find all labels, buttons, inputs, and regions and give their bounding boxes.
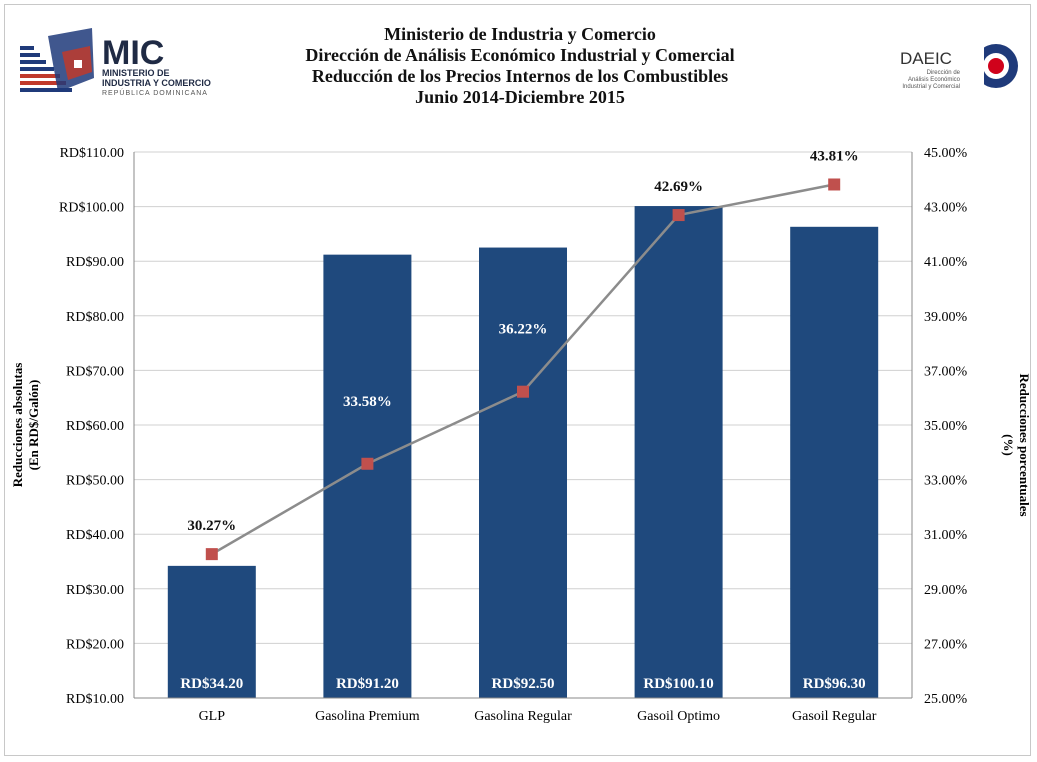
bar-value-label: RD$100.10 [643, 676, 713, 692]
mic-line2: INDUSTRIA Y COMERCIO [102, 78, 211, 88]
right-axis-ticks: 25.00% 27.00% 29.00% 31.00% 33.00% 35.00% 37.0… [924, 146, 968, 707]
left-tick-label: RD$30.00 [66, 583, 124, 598]
title-line-1: Ministerio de Industria y Comercio [384, 24, 656, 44]
mic-logo: MIC MINISTERIO DE INDUSTRIA Y COMERCIO R… [20, 28, 211, 97]
category-label: Gasoil Optimo [637, 709, 720, 724]
right-axis-label-line2: (%) [1001, 434, 1016, 456]
title-line-3: Reducción de los Precios Internos de los… [311, 66, 729, 86]
category-labels: GLP Gasolina Premium Gasolina Regular Gasoi… [199, 709, 877, 724]
percent-value-label: 43.81% [810, 148, 859, 164]
bar-value-label: RD$96.30 [803, 676, 866, 692]
left-tick-label: RD$60.00 [66, 419, 124, 434]
right-tick-label: 33.00% [924, 474, 968, 489]
percent-value-label: 42.69% [654, 179, 703, 195]
data-labels: RD$34.20 RD$91.20 RD$92.50 RD$100.10 RD$96.3… [180, 148, 865, 692]
mic-emblem-icon [20, 28, 94, 92]
category-label: GLP [199, 709, 226, 724]
mic-line3: REPÚBLICA DOMINICANA [102, 88, 208, 97]
daeic-line2: Análisis Económico [908, 77, 961, 83]
percent-marker [517, 385, 529, 398]
right-tick-label: 31.00% [924, 528, 968, 543]
percent-marker [828, 178, 841, 191]
right-tick-label: 25.00% [924, 692, 968, 707]
left-tick-label: RD$70.00 [66, 364, 124, 379]
gear-icon [970, 44, 1018, 88]
category-label: Gasolina Premium [315, 709, 420, 724]
bar [634, 206, 723, 698]
right-tick-label: 35.00% [924, 419, 968, 434]
bar [167, 565, 256, 698]
daeic-abbr: DAEIC [900, 49, 952, 68]
bar-value-label: RD$91.20 [336, 676, 399, 692]
chart-title-block: Ministerio de Industria y Comercio Direc… [200, 24, 840, 108]
mic-abbr: MIC [102, 34, 164, 72]
right-tick-label: 27.00% [924, 637, 968, 652]
left-axis-label-line2: (En RD$/Galón) [26, 380, 41, 471]
daeic-line1: Dirección de [927, 70, 961, 76]
percent-value-label: 33.58% [343, 394, 392, 410]
category-label: Gasolina Regular [474, 709, 572, 724]
percent-value-label: 30.27% [187, 518, 236, 534]
right-tick-label: 45.00% [924, 146, 968, 161]
bar-value-label: RD$34.20 [180, 676, 243, 692]
left-tick-label: RD$80.00 [66, 310, 124, 325]
daeic-logo: DAEIC Dirección de Análisis Económico In… [900, 44, 1018, 90]
chart-frame [4, 4, 1031, 756]
right-tick-label: 39.00% [924, 310, 968, 325]
percent-marker [361, 457, 374, 470]
left-axis-label-line1: Reducciones absolutas [10, 363, 25, 488]
daeic-line3: Industrial y Comercial [902, 84, 960, 90]
mic-line1: MINISTERIO DE [102, 68, 170, 78]
right-axis-label-line1: Reducciones porcentuales [1017, 373, 1032, 516]
left-tick-label: RD$50.00 [66, 474, 124, 489]
left-axis-ticks: RD$10.00 RD$20.00 RD$30.00 RD$40.00 RD$50.00… [59, 146, 124, 707]
title-line-4: Junio 2014-Diciembre 2015 [415, 87, 625, 107]
left-tick-label: RD$110.00 [60, 146, 124, 161]
percent-marker [672, 209, 685, 222]
left-tick-label: RD$100.00 [59, 201, 124, 216]
percent-line [205, 178, 841, 561]
axes [133, 152, 913, 699]
title-line-2: Dirección de Análisis Económico Industri… [305, 45, 735, 65]
bar [790, 226, 879, 698]
bar [323, 254, 412, 698]
right-tick-label: 29.00% [924, 583, 968, 598]
percent-marker [205, 548, 218, 561]
category-label: Gasoil Regular [792, 709, 877, 724]
bar [479, 247, 567, 699]
right-tick-label: 41.00% [924, 255, 968, 270]
bar-value-label: RD$92.50 [492, 676, 555, 692]
bars [167, 206, 879, 699]
left-tick-label: RD$40.00 [66, 528, 124, 543]
right-tick-label: 37.00% [924, 364, 968, 379]
left-tick-label: RD$90.00 [66, 255, 124, 270]
percent-value-label: 36.22% [499, 322, 548, 338]
right-tick-label: 43.00% [924, 201, 968, 216]
left-tick-label: RD$20.00 [66, 637, 124, 652]
left-tick-label: RD$10.00 [66, 692, 124, 707]
